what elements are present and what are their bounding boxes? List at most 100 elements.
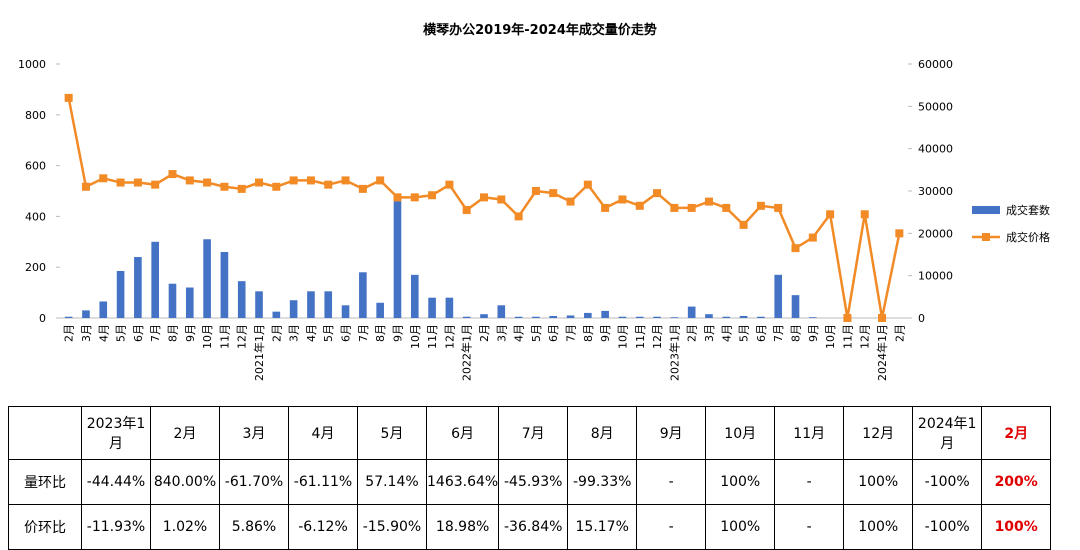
x-tick-label: 7月 [772,324,785,342]
price-marker [549,189,558,198]
bar [134,257,142,318]
x-tick-label: 3月 [495,324,508,342]
y2-tick-label: 10000 [918,270,953,283]
price-marker [255,178,264,187]
table-cell: 100% [843,459,914,505]
x-tick-label: 9月 [184,324,197,342]
price-marker [739,220,748,229]
x-tick-label: 3月 [288,324,301,342]
price-marker [670,203,679,212]
bar [307,291,315,318]
x-tick-label: 10月 [824,324,837,349]
header-row: 2023年1月 2月 3月 4月 5月 6月 7月 8月 9月 10月 11月 12月 2024年1月 2… [8,406,1052,460]
x-tick-label: 8月 [166,324,179,342]
y2-tick-label: 0 [918,312,925,325]
price-marker [653,189,662,198]
table-cell: 5月 [357,406,427,460]
chart: 横琴办公2019年-2024年成交量价走势 020040060080010000… [18,22,1050,381]
data-row: 量环比 -44.44% 840.00% -61.70% -61.11% 57.14% 146… [8,459,1052,505]
x-tick-label: 2022年1月 [460,324,474,381]
price-marker [272,182,281,191]
x-tick-label: 4月 [97,324,110,342]
bar [428,297,436,318]
bar [255,291,263,318]
table-cell: 12月 [843,406,914,460]
bar [532,316,540,318]
table-cell: 价环比 [8,504,82,550]
table-cell: -100% [912,504,983,550]
table-cell: 2月 [981,406,1052,460]
bar [774,274,783,318]
x-tick-label: 2月 [270,324,283,342]
price-marker [583,180,592,189]
price-marker [410,193,419,202]
bar [185,287,194,318]
x-tick-label: 9月 [807,324,820,342]
price-marker [185,176,194,185]
table-cell: - [636,459,707,505]
table-cell: 2024年1月 [912,406,983,460]
x-tick-label: 5月 [115,324,128,342]
table-cell: 1463.64% [425,459,500,505]
y2-tick-label: 60000 [918,58,953,71]
x-tick-label: 9月 [391,324,404,342]
x-tick-label: 10月 [201,324,214,349]
bar [584,312,592,318]
x-tick-label: 4月 [305,324,318,342]
x-tick-label: 11月 [634,324,647,349]
x-tick-label: 2月 [686,324,699,342]
table-cell: -99.33% [567,459,638,505]
price-marker [843,314,852,322]
legend-label: 成交套数 [1006,203,1050,217]
x-tick-label: 2月 [63,324,76,342]
price-marker [220,182,229,191]
price-marker [237,184,246,193]
bar [341,305,350,318]
table-cell: 18.98% [425,504,500,550]
price-marker [895,229,904,238]
x-tick-label: 12月 [859,324,872,349]
price-marker [774,203,783,212]
bar [670,317,679,318]
x-tick-label: 12月 [236,324,249,349]
y-tick-label: 1000 [18,58,46,71]
x-tick-label: 12月 [651,324,664,349]
bar [791,295,800,318]
price-marker [151,180,160,189]
x-tick-label: 4月 [513,324,526,342]
x-tick-label: 11月 [426,324,439,349]
price-marker [531,187,540,195]
price-marker [99,174,108,183]
table-cell: 11月 [774,406,845,460]
price-marker [480,193,488,202]
bar [220,251,229,318]
table-cell: -36.84% [498,504,569,550]
table-cell: -6.12% [288,504,358,550]
price-marker [462,206,471,215]
price-marker [756,201,765,210]
bar [705,314,713,318]
bar [272,311,281,318]
bar [757,316,765,318]
table-cell: - [774,504,845,550]
price-marker [514,212,523,221]
data-table: 2023年1月 2月 3月 4月 5月 6月 7月 8月 9月 10月 11月 12月 2024年1月 2… [8,406,1052,550]
bar [549,315,558,318]
data-row: 价环比 -11.93% 1.02% 5.86% -6.12% -15.90% 18.98% -… [8,504,1052,550]
price-marker [808,233,817,242]
table-cell: 8月 [567,406,638,460]
table-cell: 840.00% [150,459,220,505]
y2-tick-label: 40000 [918,143,953,156]
x-tick-label: 8月 [790,324,803,342]
price-marker [722,203,731,212]
legend-swatch [982,233,990,241]
bar [393,201,402,318]
bar [635,316,644,318]
y-tick-label: 800 [25,109,46,122]
price-marker [618,195,627,204]
table-cell: 100% [705,504,776,550]
bar [722,316,731,318]
x-tick-label: 10月 [409,324,422,349]
x-tick-label: 7月 [149,324,162,342]
x-tick-label: 2021年1月 [252,324,266,381]
